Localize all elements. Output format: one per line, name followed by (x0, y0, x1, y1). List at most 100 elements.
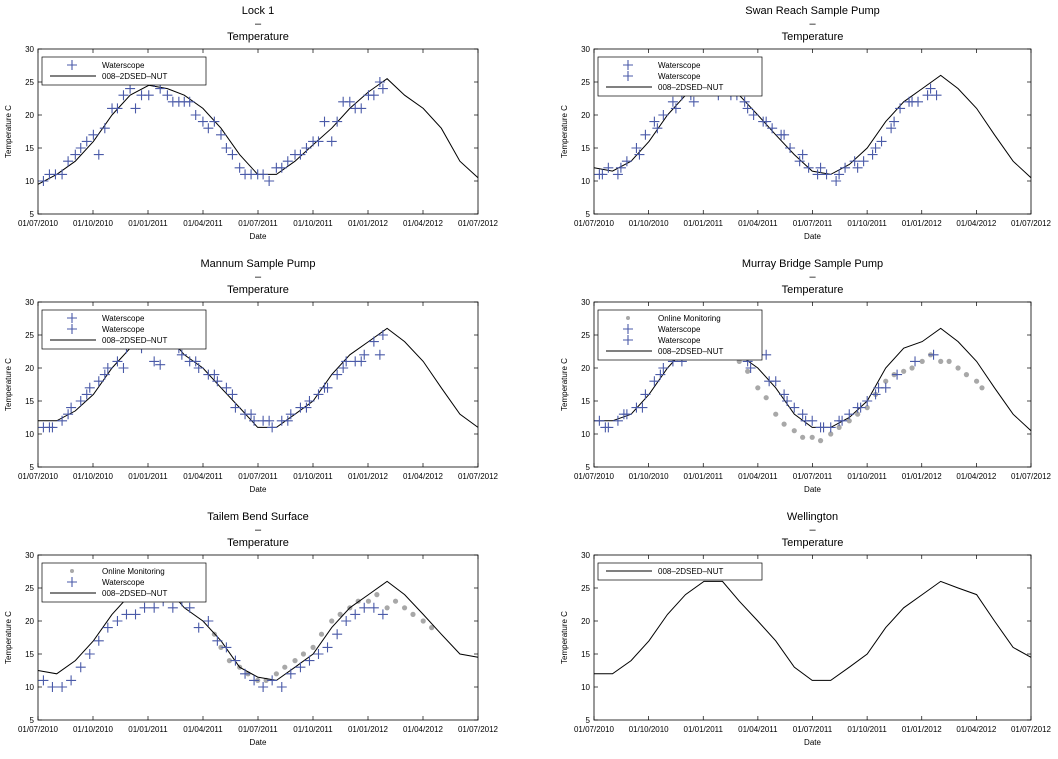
data-point (359, 602, 370, 613)
data-point (870, 389, 881, 400)
chart-title-separator: – (809, 524, 816, 536)
data-point (356, 356, 367, 367)
legend-plus-swatch (623, 335, 633, 345)
data-point (99, 369, 110, 380)
legend-plus-swatch (67, 324, 77, 334)
data-point (764, 376, 775, 387)
x-tick-label: 01/07/2012 (1011, 219, 1052, 228)
data-point (855, 411, 861, 417)
data-point (356, 103, 367, 114)
x-axis-label: Date (804, 232, 821, 241)
data-point (282, 664, 288, 670)
data-point (800, 415, 811, 426)
data-point (121, 609, 132, 620)
legend-label: 008–2DSED–NUT (102, 589, 167, 598)
x-tick-label: 01/01/2011 (684, 725, 724, 734)
data-point (282, 156, 293, 167)
data-point (93, 149, 104, 160)
y-tick-label: 30 (581, 551, 590, 560)
legend-label: Waterscope (658, 325, 701, 334)
y-axis-label: Temperature C (4, 105, 13, 158)
legend-dot-swatch (70, 569, 74, 573)
data-point (384, 605, 390, 611)
data-point (112, 103, 123, 114)
chart-subtitle: Temperature (782, 537, 844, 549)
data-point (883, 378, 889, 384)
y-tick-label: 10 (581, 430, 590, 439)
x-tick-label: 01/07/2011 (238, 472, 278, 481)
data-point (979, 385, 985, 391)
data-point (301, 143, 312, 153)
y-tick-label: 15 (581, 650, 590, 659)
data-point (745, 363, 756, 373)
data-point (88, 129, 99, 140)
legend-label: Waterscope (102, 314, 145, 323)
data-point (139, 602, 150, 613)
legend-label: Online Monitoring (102, 567, 165, 576)
data-point (742, 103, 753, 114)
data-point (184, 96, 195, 107)
data-point (909, 365, 915, 371)
data-point (640, 129, 651, 140)
data-point (184, 602, 195, 613)
data-point (167, 602, 178, 613)
chart-panel: Lock 1–Temperature 5 10 15 20 25 30 01/07/2010 0… (4, 5, 499, 241)
data-point (295, 662, 306, 673)
data-point (57, 169, 68, 180)
x-axis-label: Date (250, 485, 267, 494)
data-point (221, 382, 232, 393)
x-tick-label: 01/07/2010 (18, 725, 59, 734)
data-point (341, 356, 352, 367)
data-point (612, 415, 623, 426)
data-point (99, 123, 110, 134)
y-tick-label: 25 (25, 78, 34, 87)
data-point (276, 682, 287, 692)
data-point (112, 616, 123, 626)
data-point (815, 162, 826, 173)
x-tick-label: 01/04/2011 (183, 219, 223, 228)
legend-label: Waterscope (658, 61, 701, 70)
data-point (258, 169, 269, 180)
x-tick-label: 01/07/2010 (574, 472, 615, 481)
data-point (112, 356, 123, 367)
data-point (130, 103, 141, 114)
data-point (215, 129, 226, 140)
data-point (313, 389, 324, 400)
x-tick-label: 01/10/2011 (293, 725, 333, 734)
chart-title: Mannum Sample Pump (201, 258, 316, 270)
legend: Waterscope 008–2DSED–NUT (41, 56, 207, 86)
data-point (313, 649, 324, 659)
x-tick-label: 01/10/2011 (293, 219, 333, 228)
chart-panel: Tailem Bend Surface–Temperature 5 10 15 20 25… (4, 511, 499, 747)
data-point (267, 422, 278, 433)
legend-label: 008–2DSED–NUT (658, 567, 723, 576)
x-tick-label: 01/10/2011 (847, 472, 887, 481)
legend-plus-swatch (623, 71, 633, 81)
data-point (359, 349, 370, 360)
data-point (821, 169, 832, 180)
legend-label: Online Monitoring (658, 314, 721, 323)
data-point (931, 90, 942, 101)
chart-subtitle: Temperature (782, 284, 844, 296)
data-point (864, 405, 870, 411)
legend-dot-swatch (626, 316, 630, 320)
y-tick-label: 10 (581, 177, 590, 186)
data-point (300, 651, 307, 657)
chart-title-separator: – (809, 18, 816, 30)
data-point (63, 409, 74, 420)
data-point (745, 368, 751, 374)
data-point (84, 649, 95, 659)
data-point (377, 330, 388, 340)
legend-label: Waterscope (102, 578, 145, 587)
x-tick-label: 01/07/2010 (18, 219, 59, 228)
data-point (781, 421, 787, 427)
x-tick-label: 01/10/2010 (73, 472, 114, 481)
data-point (670, 103, 681, 114)
data-point (658, 363, 669, 373)
x-tick-label: 01/04/2011 (183, 725, 223, 734)
data-point (377, 83, 388, 94)
chart-panel: Murray Bridge Sample Pump–Temperature 5 10… (560, 258, 1052, 494)
x-tick-label: 01/04/2011 (738, 219, 778, 228)
data-point (374, 592, 380, 598)
